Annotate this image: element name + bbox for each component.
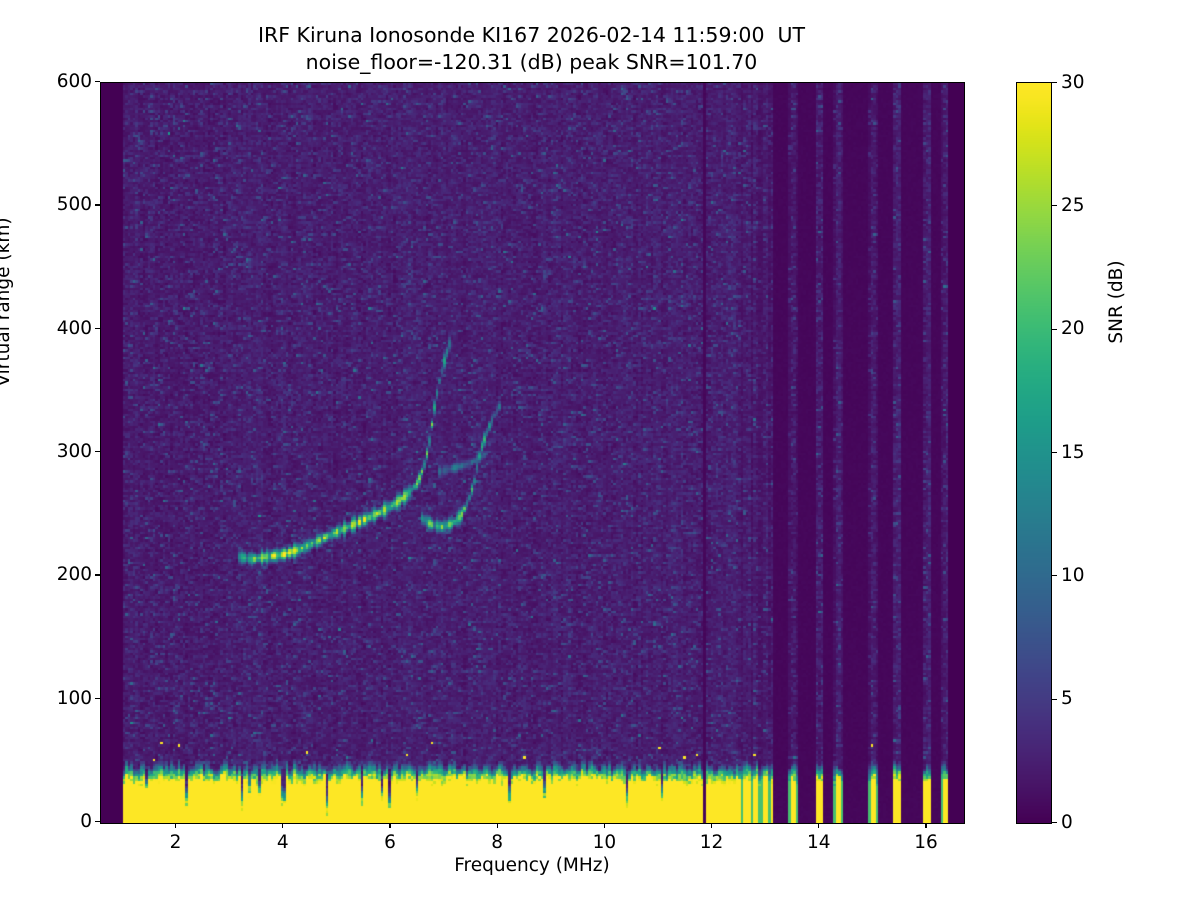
y-tick-label: 100	[56, 687, 92, 709]
colorbar-tick-mark	[1052, 575, 1057, 577]
colorbar-tick-mark	[1052, 205, 1057, 207]
x-tick-label: 16	[914, 832, 938, 853]
title-line-1: IRF Kiruna Ionosonde KI167 2026-02-14 11…	[257, 23, 806, 47]
y-tick-label: 600	[56, 71, 92, 92]
figure-title: IRF Kiruna Ionosonde KI167 2026-02-14 11…	[0, 22, 1063, 75]
colorbar-tick-mark	[1052, 81, 1057, 84]
x-tick-mark	[496, 823, 498, 828]
x-tick-mark	[603, 823, 606, 828]
y-tick-label: 500	[56, 194, 92, 216]
x-tick-label: 10	[592, 832, 617, 853]
colorbar-tick-label: 0	[1061, 811, 1073, 833]
x-tick-label: 2	[169, 832, 182, 853]
x-tick-mark	[925, 823, 927, 828]
x-tick-mark	[818, 823, 820, 828]
y-tick-label: 0	[80, 811, 92, 832]
colorbar-tick-mark	[1052, 698, 1057, 700]
y-tick-mark	[95, 574, 100, 576]
y-tick-label: 300	[56, 441, 92, 462]
ionogram-heatmap	[101, 83, 964, 823]
y-tick-label: 200	[56, 564, 92, 586]
x-axis: 2 4 6 8 10 12 14 16	[100, 823, 964, 883]
y-axis: 0 100 200 300 400 500 600	[0, 71, 100, 832]
y-tick-mark	[95, 697, 100, 699]
x-tick-label: 6	[384, 832, 396, 853]
plot-axes	[100, 82, 965, 824]
colorbar-tick-mark	[1052, 451, 1057, 454]
title-line-2: noise_floor=-120.31 (dB) peak SNR=101.70	[305, 49, 758, 74]
y-tick-mark	[95, 821, 100, 823]
colorbar-ticks: 0 5 10 15 20 25 30	[1016, 72, 1136, 833]
colorbar-tick-label: 15	[1061, 441, 1085, 463]
y-tick-mark	[95, 204, 100, 206]
x-tick-label: 8	[491, 832, 504, 853]
y-tick-label: 400	[56, 317, 92, 339]
y-tick-mark	[95, 81, 100, 83]
x-tick-mark	[282, 823, 284, 828]
colorbar-tick-label: 20	[1061, 318, 1085, 340]
colorbar-tick-mark	[1052, 821, 1057, 824]
colorbar-tick-label: 5	[1061, 688, 1073, 710]
colorbar-tick-label: 30	[1061, 71, 1085, 93]
y-axis-label: Virtual range (km)	[0, 217, 14, 387]
y-tick-mark	[95, 451, 100, 453]
x-tick-label: 4	[276, 832, 289, 853]
colorbar-tick-label: 10	[1061, 564, 1085, 586]
colorbar-tick-mark	[1052, 328, 1057, 330]
x-tick-mark	[174, 823, 177, 828]
x-tick-label: 12	[699, 832, 724, 853]
x-tick-label: 14	[806, 832, 831, 853]
x-tick-mark	[710, 823, 713, 828]
colorbar	[1016, 82, 1052, 824]
y-tick-mark	[95, 327, 100, 329]
colorbar-label: SNR (dB)	[1106, 260, 1127, 344]
colorbar-gradient	[1017, 83, 1051, 823]
x-tick-mark	[389, 823, 391, 828]
x-axis-label: Frequency (MHz)	[454, 855, 610, 876]
colorbar-tick-label: 25	[1061, 194, 1085, 216]
